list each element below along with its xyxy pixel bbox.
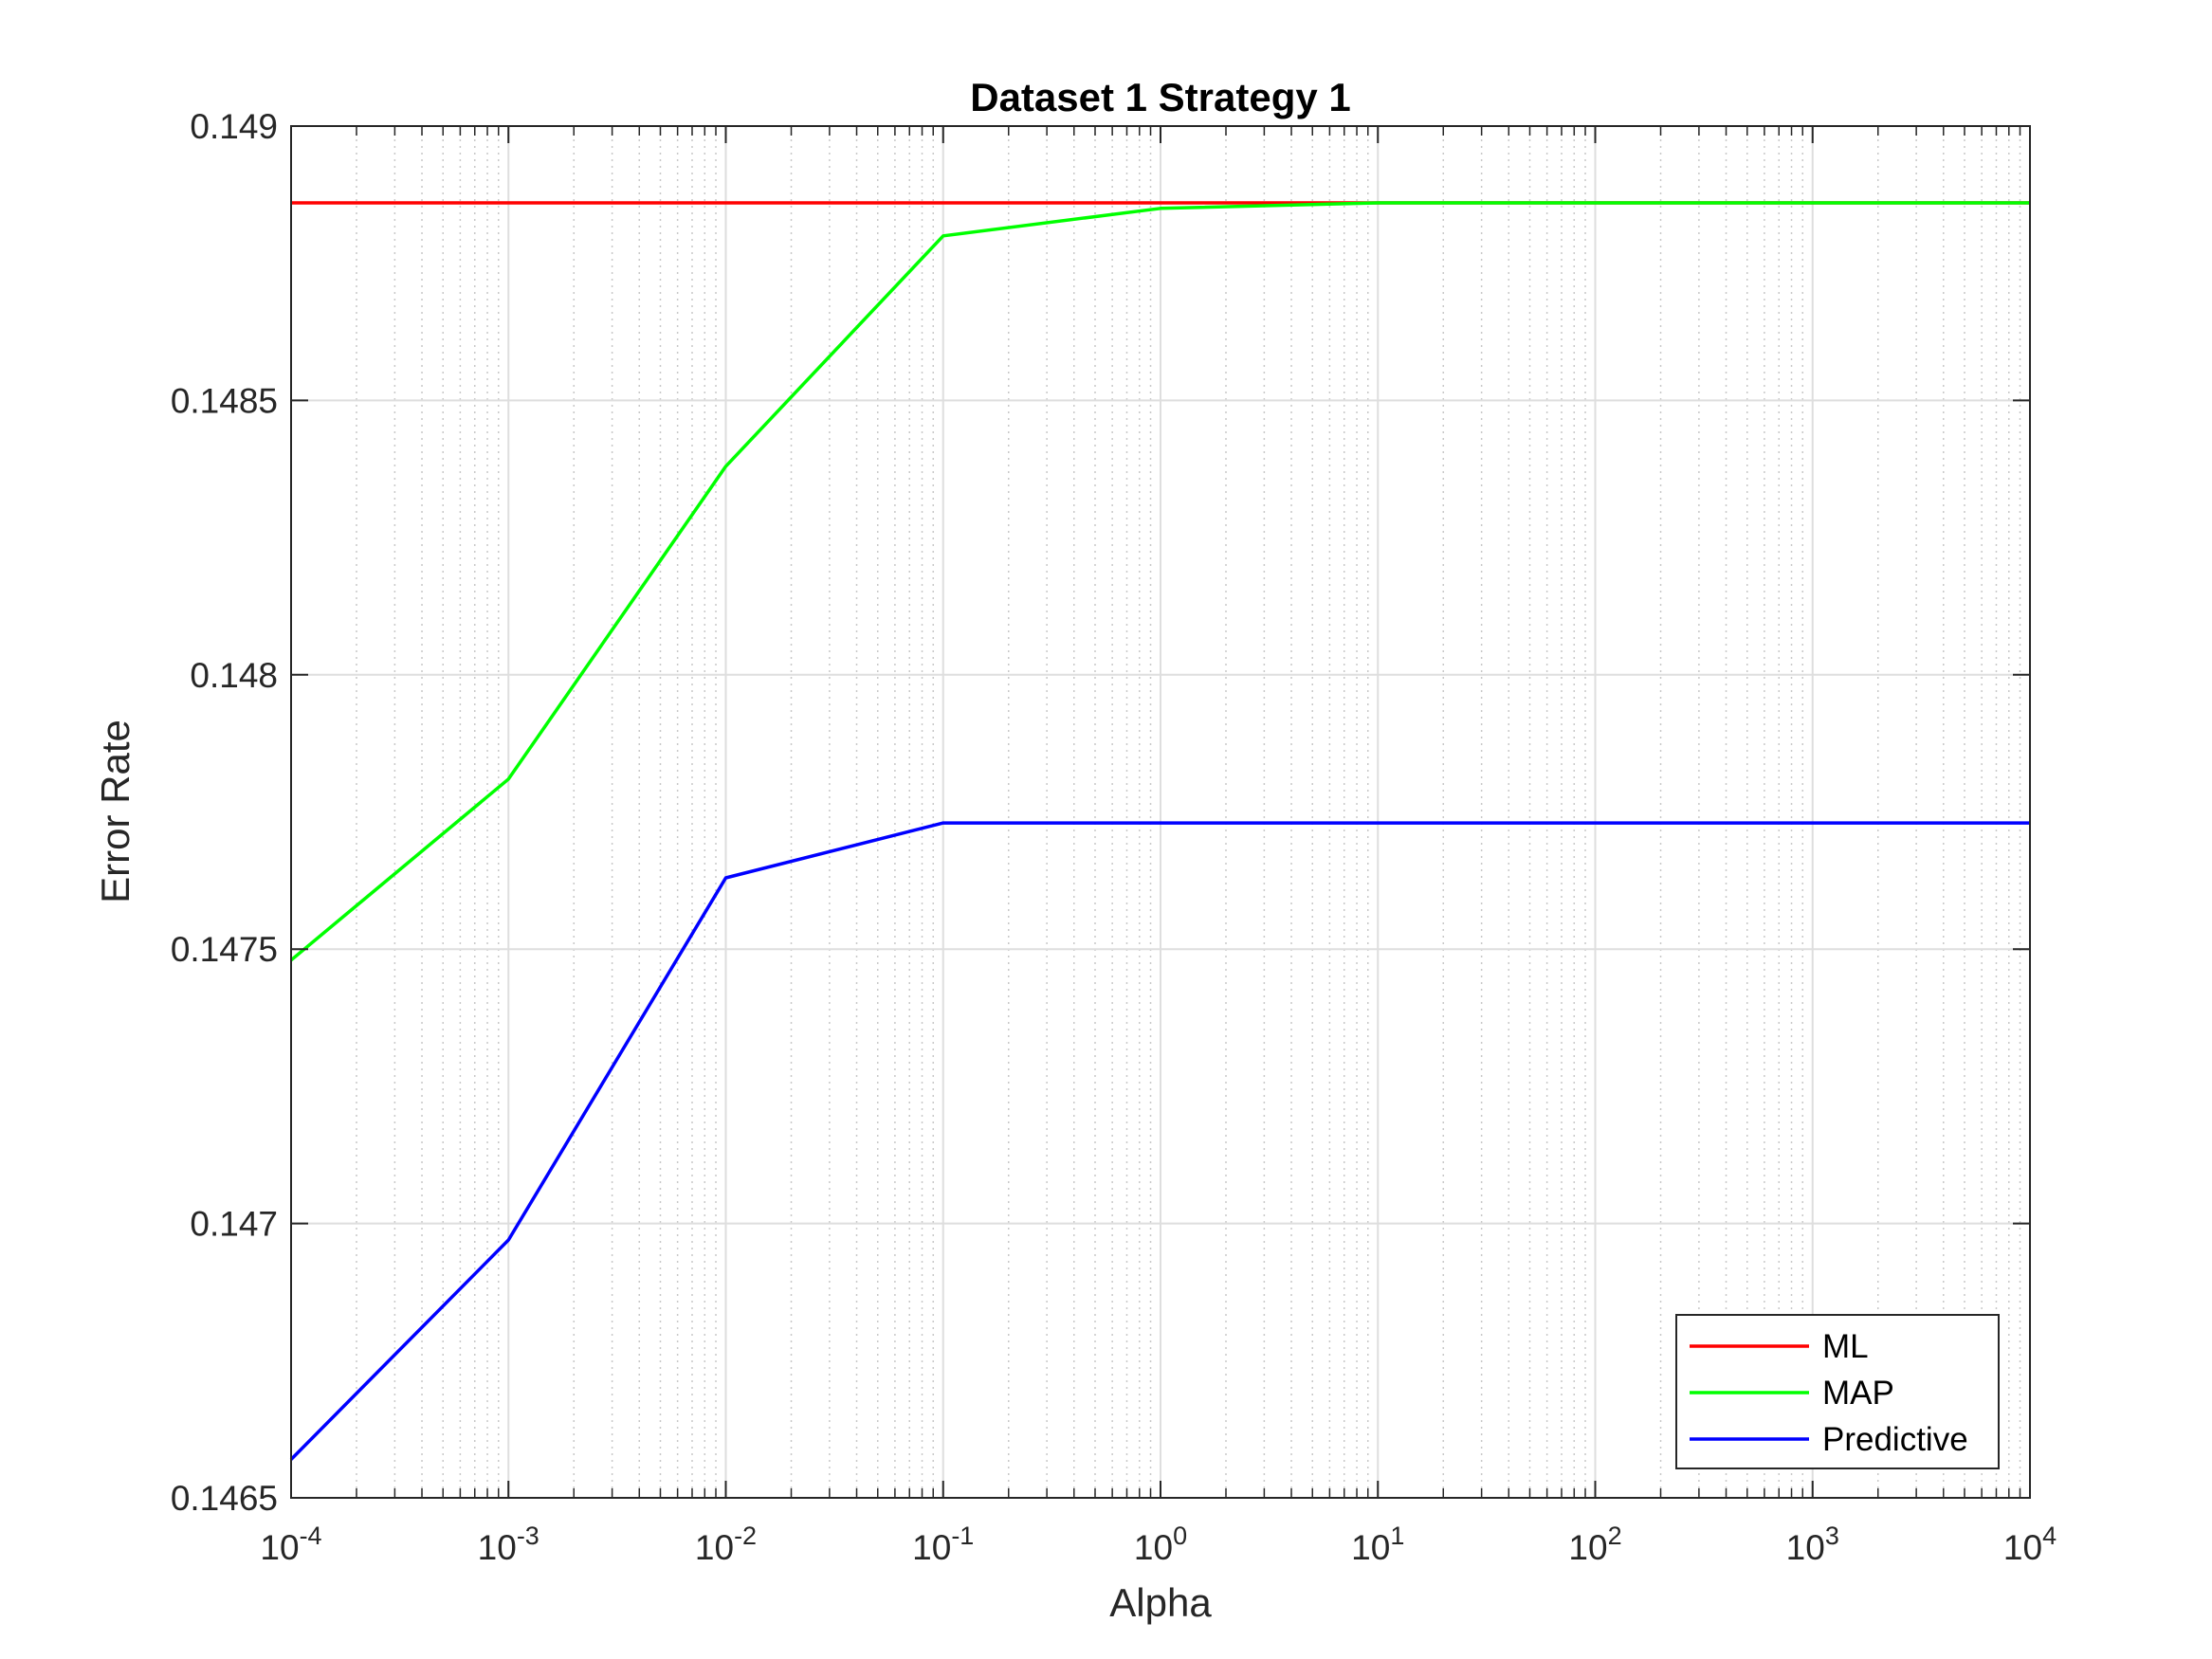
- y-tick-label: 0.1465: [171, 1479, 278, 1518]
- x-tick-exponent: -4: [300, 1522, 322, 1550]
- y-tick-label: 0.147: [190, 1205, 278, 1244]
- x-tick-base: 10: [2003, 1528, 2042, 1567]
- x-tick-label: 101: [1351, 1522, 1404, 1567]
- y-tick-labels: 0.1465 0.147 0.1475 0.148 0.1485 0.149: [171, 107, 278, 1518]
- x-tick-labels: 10-4 10-3 10-2 10-1 100 101 102 103 104: [260, 1522, 2057, 1567]
- x-tick-label: 10-1: [912, 1522, 974, 1567]
- y-tick-label: 0.148: [190, 656, 278, 695]
- x-tick-label: 100: [1134, 1522, 1187, 1567]
- x-tick-label: 10-2: [695, 1522, 757, 1567]
- x-tick-exponent: -3: [517, 1522, 539, 1550]
- x-tick-label: 104: [2003, 1522, 2057, 1567]
- series-lines: [289, 201, 2030, 1461]
- x-tick-base: 10: [912, 1528, 951, 1567]
- y-tick-label: 0.1475: [171, 930, 278, 969]
- y-tick-label: 0.149: [190, 107, 278, 146]
- legend: ML MAP Predictive: [1675, 1314, 2000, 1469]
- legend-label-map: MAP: [1822, 1375, 1894, 1412]
- series-line-map: [289, 201, 2030, 962]
- x-tick-exponent: 2: [1608, 1522, 1622, 1550]
- x-tick-exponent: 0: [1173, 1522, 1187, 1550]
- x-tick-base: 10: [1351, 1528, 1390, 1567]
- x-tick-exponent: 4: [2042, 1522, 2057, 1550]
- legend-label-ml: ML: [1822, 1328, 1869, 1365]
- grid: [291, 126, 2030, 1498]
- x-tick-label: 102: [1568, 1522, 1621, 1567]
- x-tick-label: 103: [1786, 1522, 1839, 1567]
- series-line-predictive: [289, 821, 2030, 1461]
- ticks: [290, 125, 2031, 1499]
- x-tick-exponent: 3: [1825, 1522, 1839, 1550]
- x-tick-exponent: -1: [951, 1522, 974, 1550]
- legend-label-predictive: Predictive: [1822, 1421, 1968, 1458]
- x-tick-exponent: -2: [734, 1522, 757, 1550]
- y-tick-label: 0.1485: [171, 381, 278, 420]
- y-axis-label: Error Rate: [93, 720, 137, 903]
- x-tick-base: 10: [478, 1528, 517, 1567]
- chart-title: Dataset 1 Strategy 1: [970, 75, 1351, 119]
- x-tick-label: 10-4: [260, 1522, 321, 1567]
- x-tick-base: 10: [1786, 1528, 1825, 1567]
- x-axis-label: Alpha: [1109, 1580, 1212, 1625]
- x-tick-base: 10: [695, 1528, 734, 1567]
- x-tick-base: 10: [1134, 1528, 1173, 1567]
- x-tick-base: 10: [260, 1528, 299, 1567]
- x-tick-exponent: 1: [1390, 1522, 1404, 1550]
- x-tick-label: 10-3: [478, 1522, 539, 1567]
- x-tick-base: 10: [1568, 1528, 1607, 1567]
